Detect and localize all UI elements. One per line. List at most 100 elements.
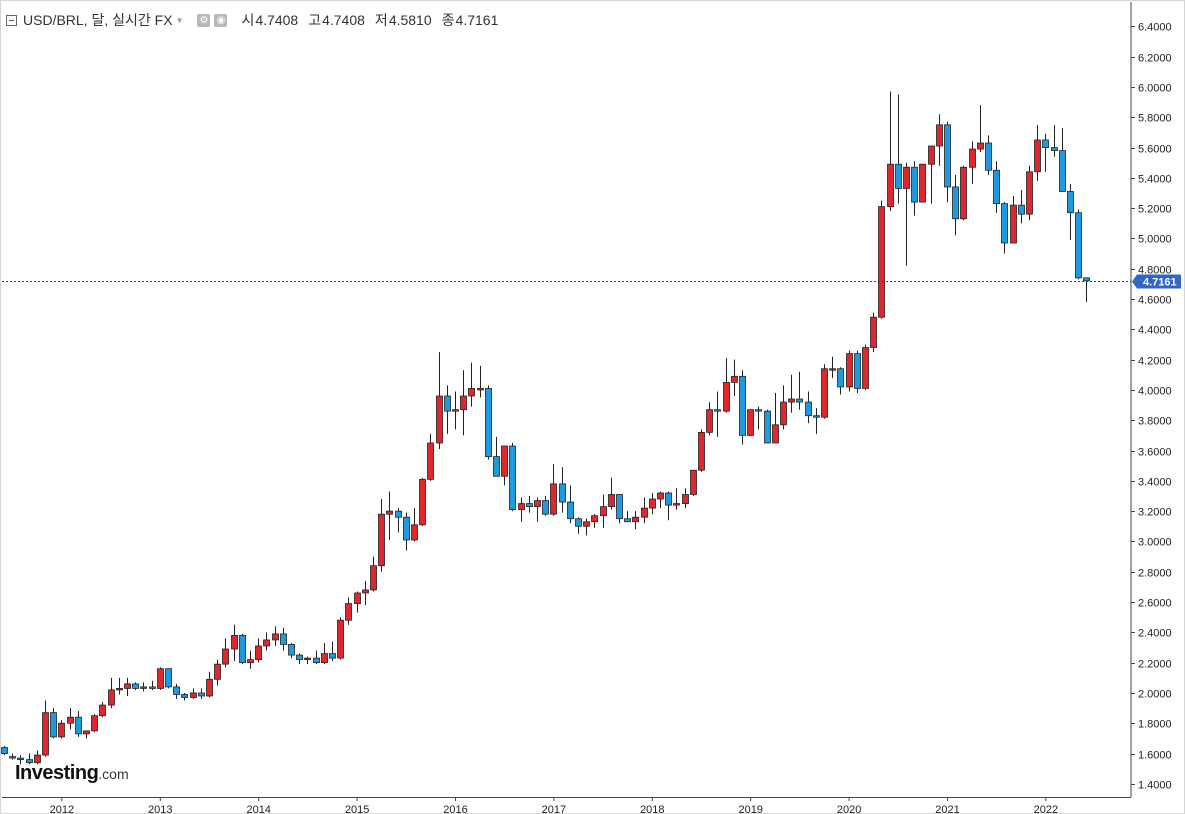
candle-body — [386, 510, 393, 515]
candle-body — [575, 518, 582, 527]
candle — [542, 496, 549, 516]
candle-body — [173, 686, 180, 695]
candle — [813, 408, 820, 434]
candle — [747, 409, 754, 436]
candle — [214, 659, 221, 686]
candle-body — [42, 712, 49, 756]
candle — [1059, 127, 1066, 192]
candle-body — [501, 445, 508, 477]
candle-body — [1075, 212, 1082, 279]
y-tick-label: 2.2000 — [1138, 659, 1172, 671]
candle-body — [468, 388, 475, 397]
candle-body — [190, 692, 197, 698]
candle — [1075, 209, 1082, 280]
candle — [682, 488, 689, 509]
settings-icon[interactable]: ⚙ — [197, 13, 211, 27]
candle — [67, 708, 74, 730]
candle — [936, 114, 943, 166]
candle — [1051, 124, 1058, 157]
visibility-icon[interactable]: ◉ — [214, 13, 228, 27]
candle-body — [1067, 191, 1074, 214]
candle-body — [477, 388, 484, 391]
candle-body — [723, 381, 730, 412]
candle-body — [518, 503, 525, 511]
candle — [99, 702, 106, 718]
candle-body — [378, 513, 385, 567]
candle-body — [157, 668, 164, 689]
collapse-icon[interactable] — [6, 14, 17, 26]
candle — [247, 650, 254, 669]
candle — [878, 200, 885, 319]
candle — [173, 683, 180, 700]
candle — [706, 402, 713, 436]
candle-body — [108, 689, 115, 706]
candle-body — [936, 124, 943, 147]
candle-body — [616, 494, 623, 520]
candle — [731, 359, 738, 397]
candle — [452, 391, 459, 430]
candle — [427, 433, 434, 481]
candle — [83, 730, 90, 739]
candle — [534, 497, 541, 522]
candle — [198, 688, 205, 700]
candle — [395, 508, 402, 533]
candle-body — [165, 668, 172, 688]
candle-body — [821, 368, 828, 418]
candle — [288, 642, 295, 659]
chevron-down-icon[interactable]: ▼ — [175, 15, 184, 25]
candle — [624, 511, 631, 523]
candle — [526, 496, 533, 513]
candle-body — [132, 683, 139, 689]
candle — [690, 469, 697, 496]
candle — [591, 514, 598, 528]
candle-body — [329, 653, 336, 659]
candle — [108, 677, 115, 709]
candle — [944, 121, 951, 203]
candle-body — [542, 500, 549, 515]
x-tick-label: 2016 — [443, 804, 467, 814]
y-tick-label: 6.0000 — [1138, 83, 1172, 95]
candle-body — [354, 592, 361, 604]
candle — [673, 488, 680, 510]
candle-body — [1010, 204, 1017, 244]
candle-body — [854, 353, 861, 389]
candle — [911, 161, 918, 216]
candle-body — [1083, 277, 1090, 282]
candle — [362, 580, 369, 606]
candle-body — [887, 163, 894, 208]
candle — [149, 680, 156, 690]
candle — [559, 467, 566, 513]
candle — [58, 720, 65, 739]
y-tick-label: 5.4000 — [1138, 174, 1172, 186]
candle-body — [534, 500, 541, 508]
candle — [132, 682, 139, 690]
x-tick-label: 2013 — [148, 804, 172, 814]
candle — [436, 352, 443, 450]
candle — [272, 626, 279, 646]
candle — [952, 174, 959, 236]
candle-body — [313, 657, 320, 664]
candle-body — [550, 483, 557, 515]
x-tick-label: 2022 — [1034, 804, 1058, 814]
candle — [919, 163, 926, 203]
candle-body — [632, 516, 639, 523]
candle-body — [140, 686, 147, 689]
candle-body — [993, 169, 1000, 205]
candle — [91, 714, 98, 733]
candle-body — [296, 654, 303, 661]
candle-body — [665, 492, 672, 506]
candle — [805, 391, 812, 424]
candle-body — [83, 730, 90, 735]
candle — [345, 597, 352, 625]
y-tick-label: 3.4000 — [1138, 477, 1172, 489]
candle-body — [911, 166, 918, 203]
candle — [190, 688, 197, 700]
candle — [829, 356, 836, 378]
candle — [42, 700, 49, 757]
candle-body — [452, 409, 459, 412]
candle-body — [206, 678, 213, 697]
candle-body — [460, 395, 467, 411]
candle-body — [272, 633, 279, 641]
candle — [649, 492, 656, 515]
